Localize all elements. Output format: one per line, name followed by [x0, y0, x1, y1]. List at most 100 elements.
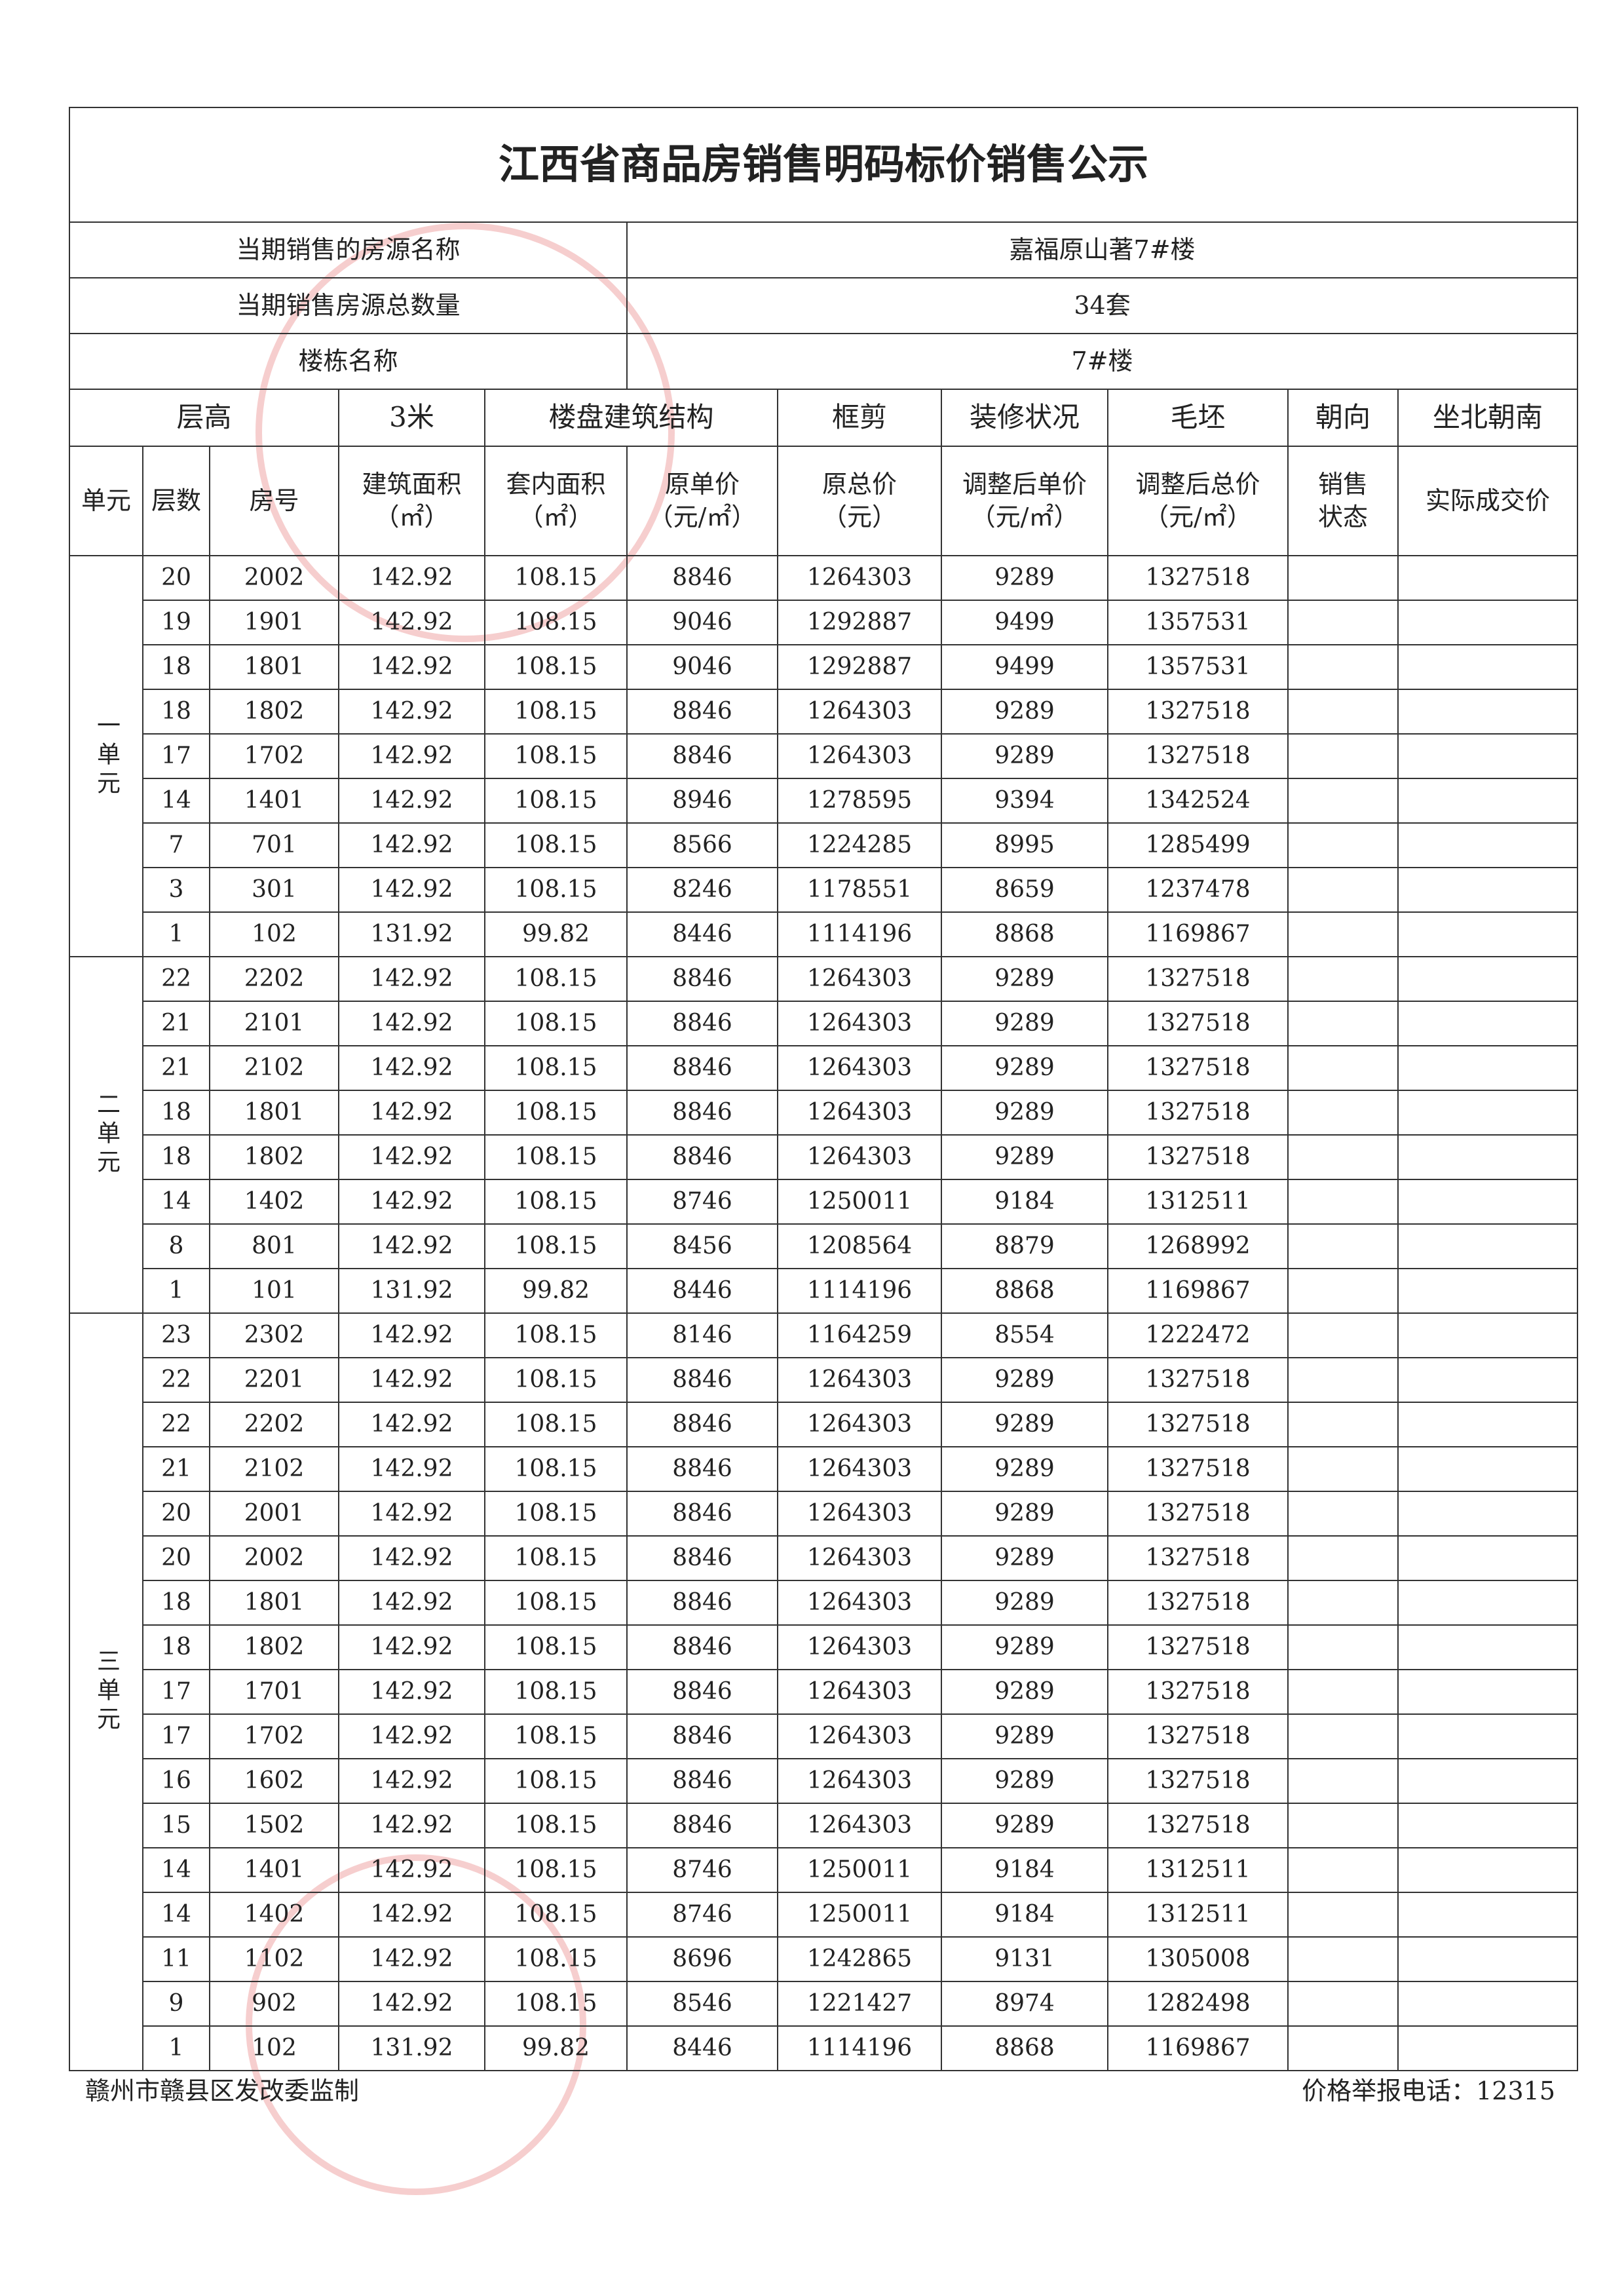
data-cell: 142.92	[338, 867, 485, 913]
data-cell: 1264303	[777, 1357, 942, 1403]
header-cell: 实际成交价	[1397, 446, 1579, 556]
data-cell: 1264303	[777, 956, 942, 1002]
data-cell: 108.15	[484, 956, 628, 1002]
data-cell: 1327518	[1107, 1669, 1289, 1715]
data-cell: 9289	[941, 1669, 1108, 1715]
data-cell: 1285499	[1107, 822, 1289, 868]
unit-cell: 三单元	[69, 1312, 143, 2071]
empty-cell	[1397, 1446, 1579, 1492]
empty-cell	[1287, 778, 1399, 824]
data-row: 二单元 22 2202 142.92 108.15 8846 1264303 9289 1327…	[69, 956, 1579, 1314]
data-cell: 108.15	[484, 1045, 628, 1091]
header-cell: 套内面积 （㎡）	[484, 446, 628, 556]
spec-cell: 装修状况	[941, 389, 1108, 447]
data-cell: 108.15	[484, 1624, 628, 1670]
data-cell: 142.92	[338, 1580, 485, 1626]
empty-cell	[1397, 1268, 1579, 1314]
header-cell: 调整后总价 （元/㎡）	[1107, 446, 1289, 556]
data-cell: 801	[209, 1223, 339, 1269]
data-cell: 108.15	[484, 1001, 628, 1046]
data-cell: 142.92	[338, 1446, 485, 1492]
data-cell: 1264303	[777, 733, 942, 779]
data-cell: 1802	[209, 1624, 339, 1670]
empty-cell	[1287, 1669, 1399, 1715]
data-cell: 8846	[626, 956, 778, 1002]
empty-cell	[1287, 689, 1399, 735]
info-value: 34套	[626, 277, 1579, 334]
data-cell: 9499	[941, 644, 1108, 690]
data-cell: 1327518	[1107, 1758, 1289, 1804]
data-cell: 142.92	[338, 1981, 485, 2027]
data-cell: 2102	[209, 1446, 339, 1492]
data-cell: 8846	[626, 733, 778, 779]
empty-cell	[1397, 1491, 1579, 1537]
data-cell: 9184	[941, 1892, 1108, 1938]
data-cell: 1264303	[777, 1669, 942, 1715]
data-cell: 1224285	[777, 822, 942, 868]
data-cell: 9289	[941, 1713, 1108, 1759]
empty-cell	[1287, 1312, 1399, 1358]
spec-cell: 坐北朝南	[1397, 389, 1579, 447]
data-cell: 142.92	[338, 600, 485, 645]
data-cell: 131.92	[338, 911, 485, 957]
data-cell: 1701	[209, 1669, 339, 1715]
data-cell: 1402	[209, 1892, 339, 1938]
empty-cell	[1397, 1312, 1579, 1358]
empty-cell	[1397, 1669, 1579, 1715]
data-cell: 8246	[626, 867, 778, 913]
data-cell: 1327518	[1107, 1001, 1289, 1046]
data-cell: 1901	[209, 600, 339, 645]
data-cell: 1327518	[1107, 733, 1289, 779]
empty-cell	[1397, 1758, 1579, 1804]
empty-cell	[1287, 1134, 1399, 1180]
data-cell: 1250011	[777, 1847, 942, 1893]
table-body: 江西省商品房销售明码标价销售公示 当期销售的房源名称 嘉福原山著7#楼 当期销售房源总…	[68, 107, 1579, 2071]
data-cell: 2101	[209, 1001, 339, 1046]
empty-cell	[1287, 1491, 1399, 1537]
spec-cell: 朝向	[1287, 389, 1399, 447]
empty-cell	[1397, 2025, 1579, 2071]
data-cell: 1264303	[777, 1624, 942, 1670]
data-cell: 1250011	[777, 1179, 942, 1225]
empty-cell	[1397, 1847, 1579, 1893]
data-cell: 9289	[941, 1803, 1108, 1848]
data-row: 11 1102 142.92 108.15 8696 1242865 9131 1305008	[69, 1936, 1579, 1982]
empty-cell	[1397, 1713, 1579, 1759]
data-cell: 101	[209, 1268, 339, 1314]
data-cell: 108.15	[484, 1669, 628, 1715]
data-cell: 22	[142, 1402, 210, 1447]
data-cell: 9289	[941, 1045, 1108, 1091]
data-cell: 1278595	[777, 778, 942, 824]
header-cell: 原单价 （元/㎡）	[626, 446, 778, 556]
empty-cell	[1287, 867, 1399, 913]
spec-row: 层高 3米 楼盘建筑结构 框剪 装修状况 毛坯 朝向 坐北朝南	[69, 389, 1579, 447]
price-table: 江西省商品房销售明码标价销售公示 当期销售的房源名称 嘉福原山著7#楼 当期销售房源总…	[68, 107, 1579, 2071]
data-cell: 18	[142, 1090, 210, 1136]
data-cell: 99.82	[484, 1268, 628, 1314]
empty-cell	[1397, 689, 1579, 735]
data-cell: 2202	[209, 956, 339, 1002]
data-row: 14 1402 142.92 108.15 8746 1250011 9184 1312511	[69, 1892, 1579, 1938]
data-cell: 142.92	[338, 689, 485, 735]
data-cell: 9289	[941, 1446, 1108, 1492]
data-row: 22 2201 142.92 108.15 8846 1264303 9289 1327518	[69, 1357, 1579, 1403]
data-cell: 21	[142, 1001, 210, 1046]
data-cell: 1327518	[1107, 1357, 1289, 1403]
data-cell: 108.15	[484, 778, 628, 824]
spec-cell: 毛坯	[1107, 389, 1289, 447]
data-cell: 1237478	[1107, 867, 1289, 913]
data-cell: 3	[142, 867, 210, 913]
data-cell: 1327518	[1107, 689, 1289, 735]
data-cell: 1702	[209, 1713, 339, 1759]
data-cell: 1264303	[777, 1580, 942, 1626]
data-cell: 142.92	[338, 822, 485, 868]
data-cell: 1312511	[1107, 1892, 1289, 1938]
data-cell: 8846	[626, 1446, 778, 1492]
data-cell: 8846	[626, 1580, 778, 1626]
data-cell: 1164259	[777, 1312, 942, 1358]
empty-cell	[1397, 822, 1579, 868]
data-cell: 131.92	[338, 1268, 485, 1314]
data-row: 14 1401 142.92 108.15 8746 1250011 9184 1312511	[69, 1847, 1579, 1893]
data-cell: 8746	[626, 1847, 778, 1893]
